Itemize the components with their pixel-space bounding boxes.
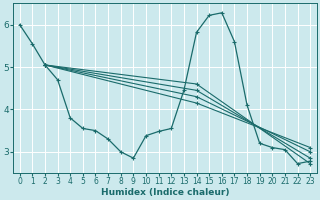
X-axis label: Humidex (Indice chaleur): Humidex (Indice chaleur) [101, 188, 229, 197]
